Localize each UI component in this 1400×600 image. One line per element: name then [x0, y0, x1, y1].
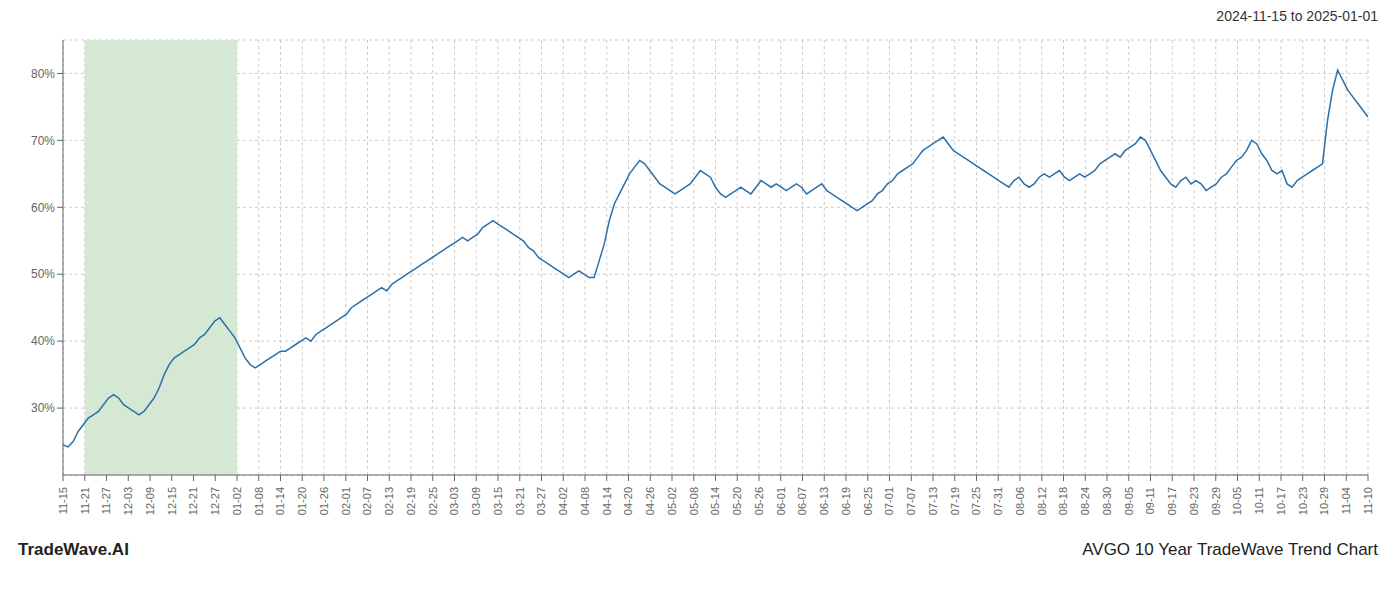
svg-text:05-14: 05-14: [709, 487, 721, 515]
svg-text:08-24: 08-24: [1079, 487, 1091, 515]
svg-text:06-25: 06-25: [862, 487, 874, 515]
svg-text:02-19: 02-19: [405, 487, 417, 515]
svg-text:60%: 60%: [31, 201, 55, 215]
svg-text:04-14: 04-14: [601, 487, 613, 515]
svg-text:11-15: 11-15: [57, 487, 69, 514]
svg-text:12-27: 12-27: [209, 487, 221, 515]
svg-text:06-01: 06-01: [775, 487, 787, 515]
svg-text:12-15: 12-15: [166, 487, 178, 515]
svg-text:05-02: 05-02: [666, 487, 678, 515]
svg-text:01-14: 01-14: [274, 487, 286, 515]
svg-text:02-13: 02-13: [383, 487, 395, 515]
svg-text:09-11: 09-11: [1144, 487, 1156, 514]
svg-text:40%: 40%: [31, 334, 55, 348]
svg-text:11-10: 11-10: [1362, 487, 1374, 514]
svg-text:08-12: 08-12: [1036, 487, 1048, 515]
svg-text:12-03: 12-03: [122, 487, 134, 515]
svg-text:04-08: 04-08: [579, 487, 591, 515]
svg-text:01-20: 01-20: [296, 487, 308, 515]
svg-text:09-05: 09-05: [1123, 487, 1135, 515]
html-text:TradeWave.AI: TradeWave.AI: [18, 540, 129, 559]
svg-text:12-21: 12-21: [187, 487, 199, 515]
svg-text:04-02: 04-02: [557, 487, 569, 515]
svg-text:10-05: 10-05: [1231, 487, 1243, 515]
svg-text:10-11: 10-11: [1253, 487, 1265, 514]
svg-text:06-13: 06-13: [818, 487, 830, 515]
svg-text:01-08: 01-08: [253, 487, 265, 515]
svg-text:30%: 30%: [31, 401, 55, 415]
svg-text:09-23: 09-23: [1188, 487, 1200, 515]
svg-text:04-20: 04-20: [622, 487, 634, 515]
svg-text:01-26: 01-26: [318, 487, 330, 515]
svg-text:05-08: 05-08: [688, 487, 700, 515]
svg-text:07-01: 07-01: [883, 487, 895, 515]
svg-text:06-07: 06-07: [796, 487, 808, 515]
svg-text:05-20: 05-20: [731, 487, 743, 515]
svg-text:07-13: 07-13: [927, 487, 939, 515]
svg-text:03-03: 03-03: [448, 487, 460, 515]
svg-text:10-23: 10-23: [1297, 487, 1309, 515]
svg-text:08-30: 08-30: [1101, 487, 1113, 515]
svg-text:07-07: 07-07: [905, 487, 917, 515]
svg-text:50%: 50%: [31, 267, 55, 281]
svg-text:03-09: 03-09: [470, 487, 482, 515]
svg-text:11-27: 11-27: [100, 487, 112, 514]
html-text:AVGO 10 Year TradeWave Trend C: AVGO 10 Year TradeWave Trend Chart: [1082, 540, 1378, 559]
svg-text:07-19: 07-19: [949, 487, 961, 515]
svg-text:12-09: 12-09: [144, 487, 156, 515]
svg-text:02-01: 02-01: [340, 487, 352, 515]
svg-text:07-25: 07-25: [970, 487, 982, 515]
svg-text:09-29: 09-29: [1210, 487, 1222, 515]
svg-text:11-21: 11-21: [79, 487, 91, 514]
svg-text:09-17: 09-17: [1166, 487, 1178, 515]
svg-text:10-29: 10-29: [1318, 487, 1330, 515]
svg-text:03-21: 03-21: [514, 487, 526, 515]
svg-text:03-27: 03-27: [535, 487, 547, 515]
svg-text:02-25: 02-25: [427, 487, 439, 515]
svg-text:03-15: 03-15: [492, 487, 504, 515]
svg-text:06-19: 06-19: [840, 487, 852, 515]
html-text:2024-11-15 to 2025-01-01: 2024-11-15 to 2025-01-01: [1216, 8, 1378, 24]
svg-text:01-02: 01-02: [231, 487, 243, 515]
svg-text:11-04: 11-04: [1340, 487, 1352, 514]
svg-text:05-26: 05-26: [753, 487, 765, 515]
svg-text:10-17: 10-17: [1275, 487, 1287, 515]
svg-text:02-07: 02-07: [361, 487, 373, 515]
svg-text:08-06: 08-06: [1014, 487, 1026, 515]
svg-text:80%: 80%: [31, 67, 55, 81]
svg-text:04-26: 04-26: [644, 487, 656, 515]
svg-text:08-18: 08-18: [1057, 487, 1069, 515]
svg-text:70%: 70%: [31, 134, 55, 148]
svg-text:07-31: 07-31: [992, 487, 1004, 515]
